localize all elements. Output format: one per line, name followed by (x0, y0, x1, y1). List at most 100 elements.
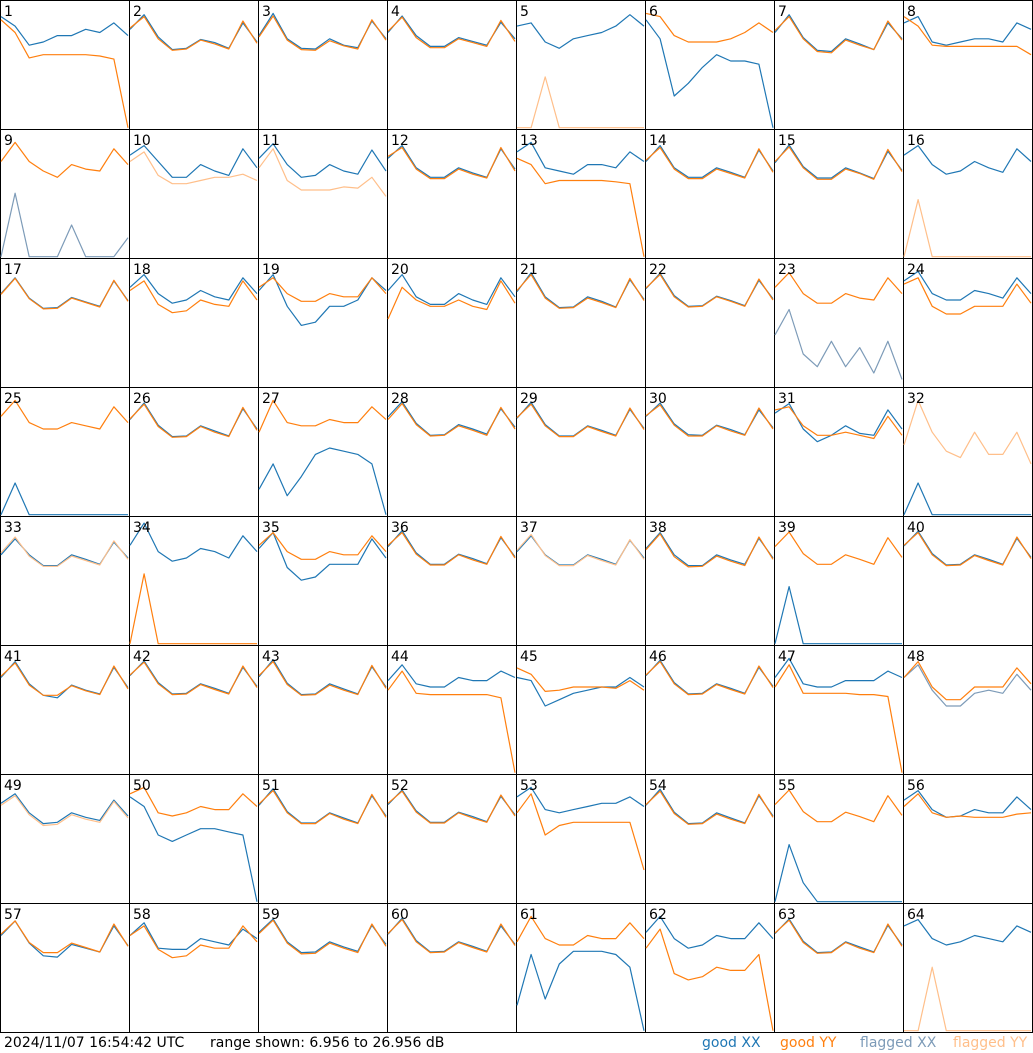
spectrum-trace (774, 586, 902, 645)
panel-frame (645, 129, 775, 259)
panel-frame (774, 774, 904, 904)
panel-label: 22 (649, 262, 667, 278)
panel-label: 37 (520, 520, 538, 536)
panel-frame (387, 516, 517, 646)
panel-frame (0, 903, 130, 1033)
panel-label: 59 (262, 907, 280, 923)
panel-label: 23 (778, 262, 796, 278)
spectrum-trace (258, 15, 387, 51)
panel-label: 14 (649, 133, 667, 149)
spectrum-trace (903, 16, 1032, 46)
panel-frame (387, 258, 517, 388)
panel-label: 2 (133, 4, 142, 20)
spectrum-trace (129, 786, 258, 817)
panel-label: 15 (778, 133, 796, 149)
panel-frame (645, 645, 775, 775)
panel-label: 18 (133, 262, 151, 278)
panel-frame (516, 774, 646, 904)
spectrum-trace (258, 532, 387, 581)
spectrum-trace (387, 919, 516, 954)
panel-label: 62 (649, 907, 667, 923)
spectrum-trace (0, 662, 129, 696)
panel-frame (903, 903, 1033, 1033)
spectrum-trace (516, 950, 645, 1031)
spectrum-trace (645, 274, 774, 308)
panel-label: 56 (907, 778, 925, 794)
spectrum-trace (516, 667, 645, 692)
panel-frame (129, 645, 259, 775)
spectrum-trace (129, 925, 258, 959)
spectrum-trace (516, 274, 645, 309)
legend-entry: good XX (702, 1035, 761, 1051)
panel-frame (258, 258, 388, 388)
spectrum-trace (129, 280, 258, 314)
panel-label: 53 (520, 778, 538, 794)
spectrum-trace (516, 14, 645, 49)
spectrum-trace (0, 16, 129, 46)
spectrum-trace (258, 790, 387, 825)
panel-frame (774, 258, 904, 388)
spectrum-trace (903, 482, 1031, 516)
panel-label: 11 (262, 133, 280, 149)
panel-label: 44 (391, 649, 409, 665)
spectrum-trace (129, 403, 258, 438)
spectrum-trace (258, 919, 387, 955)
panel-label: 24 (907, 262, 925, 278)
panel-label: 57 (4, 907, 22, 923)
panel-frame (258, 129, 388, 259)
panel-frame (387, 645, 517, 775)
panel-label: 1 (4, 4, 13, 20)
panel-frame (129, 903, 259, 1033)
spectrum-trace (645, 404, 774, 437)
panel-frame (774, 129, 904, 259)
panel-label: 7 (778, 4, 787, 20)
panel-frame (903, 0, 1033, 130)
panel-frame (645, 258, 775, 388)
spectrum-trace (387, 146, 516, 180)
spectrum-trace (903, 532, 1032, 567)
spectrum-trace (258, 274, 387, 326)
panel-label: 26 (133, 391, 151, 407)
spectrum-trace (903, 277, 1032, 315)
panel-frame (645, 774, 775, 904)
spectrum-trace (387, 16, 516, 49)
spectrum-trace (516, 786, 645, 814)
panel-frame (516, 645, 646, 775)
panel-label: 31 (778, 391, 796, 407)
spectrum-trace (645, 661, 774, 696)
spectrum-trace (0, 920, 129, 954)
panel-frame (387, 387, 517, 517)
spectrum-trace (258, 532, 387, 560)
spectrum-trace (516, 157, 645, 257)
panel-label: 49 (4, 778, 22, 794)
panel-label: 43 (262, 649, 280, 665)
spectrum-trace (645, 146, 774, 180)
spectrum-trace (387, 790, 516, 824)
panel-label: 47 (778, 649, 796, 665)
legend-entry: good YY (780, 1035, 837, 1051)
panel-label: 58 (133, 907, 151, 923)
spectrum-trace (387, 670, 516, 773)
panel-frame (0, 516, 130, 646)
panel-frame (258, 903, 388, 1033)
panel-frame (903, 387, 1033, 517)
panel-frame (387, 129, 517, 259)
panel-label: 6 (649, 4, 658, 20)
spectrum-trace (516, 403, 645, 438)
panel-label: 8 (907, 4, 916, 20)
panel-label: 21 (520, 262, 538, 278)
panel-frame (774, 903, 904, 1033)
panel-label: 29 (520, 391, 538, 407)
panel-frame (0, 387, 130, 517)
range-max: 26.956 (372, 1035, 421, 1051)
panel-frame (645, 387, 775, 517)
spectrum-trace (903, 793, 1032, 818)
range-prefix: range shown: (210, 1035, 305, 1051)
panel-label: 38 (649, 520, 667, 536)
legend-entry: flagged YY (953, 1035, 1028, 1051)
panel-frame (258, 0, 388, 130)
panel-label: 10 (133, 133, 151, 149)
spectrum-trace (774, 844, 902, 903)
timestamp: 2024/11/07 16:54:42 UTC (4, 1035, 184, 1051)
spectrum-trace (903, 661, 1032, 701)
